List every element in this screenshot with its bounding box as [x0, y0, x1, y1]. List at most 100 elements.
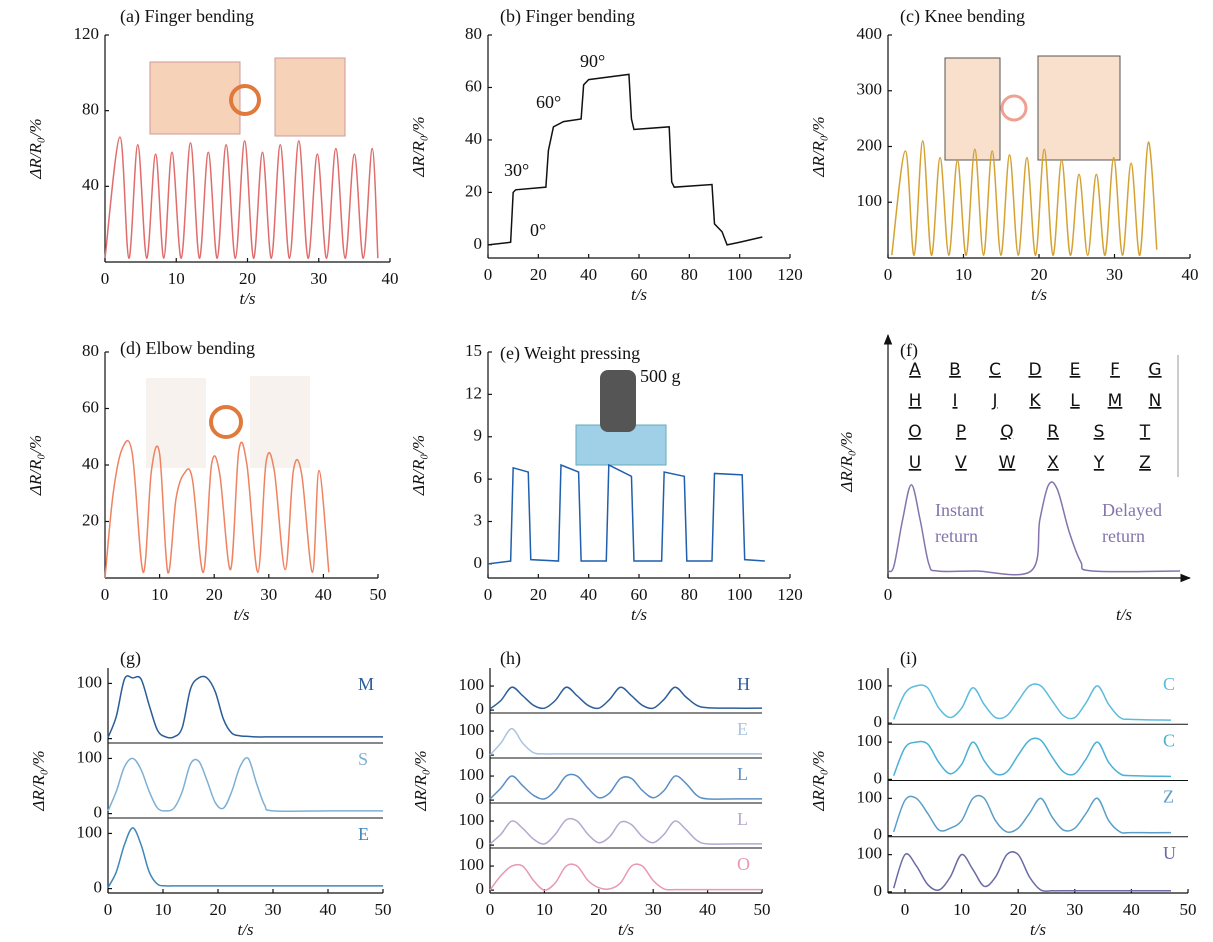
- x-axis-label: t/s: [239, 289, 255, 308]
- y-tick-label: 3: [474, 510, 483, 529]
- annotation: 60°: [536, 92, 561, 112]
- series-label: H: [737, 674, 750, 694]
- x-tick-label: 0: [104, 900, 113, 919]
- x-tick-label: 0: [101, 269, 110, 288]
- y-tick-label: 0: [474, 553, 483, 572]
- x-tick-label: 0: [101, 585, 110, 604]
- y-tick-label: 40: [82, 454, 99, 473]
- x-tick-label: 30: [1106, 265, 1123, 284]
- y-tick-label: 0: [874, 768, 883, 787]
- annotation: Delayedreturn: [1102, 500, 1162, 546]
- y-tick-label: 40: [465, 129, 482, 148]
- y-tick-label: 100: [459, 675, 485, 694]
- y-tick-label: 6: [474, 468, 483, 487]
- y-tick-label: 100: [77, 672, 103, 691]
- y-axis-label: ΔR/R₀/%: [809, 750, 828, 811]
- panel-title: (e) Weight pressing: [500, 343, 640, 364]
- inset-letter: B: [949, 360, 961, 380]
- figure: (a) Finger bending0102030404080120t/sΔR/…: [0, 0, 1213, 942]
- y-tick-label: 0: [874, 712, 883, 731]
- x-tick-label: 30: [265, 900, 282, 919]
- y-tick-label: 0: [874, 881, 883, 900]
- x-axis-label: t/s: [1030, 920, 1046, 939]
- x-tick-label: 0: [486, 900, 495, 919]
- y-tick-label: 0: [476, 744, 485, 763]
- inset-letter: I: [952, 391, 957, 411]
- data-line: [894, 852, 1171, 891]
- x-tick-label: 0: [484, 265, 493, 284]
- x-tick-label: 50: [370, 585, 387, 604]
- y-axis-label: ΔR/R₀/%: [29, 750, 48, 811]
- x-tick-label: 10: [168, 269, 185, 288]
- x-tick-label: 120: [777, 265, 803, 284]
- y-tick-label: 200: [857, 135, 883, 154]
- series-label: L: [737, 809, 748, 829]
- y-tick-label: 0: [94, 877, 103, 896]
- x-tick-label: 10: [151, 585, 168, 604]
- panel-title: (h): [500, 648, 521, 669]
- y-tick-label: 100: [857, 191, 883, 210]
- series-label: S: [358, 749, 368, 769]
- x-tick-label: 30: [310, 269, 327, 288]
- x-tick-label: 60: [631, 585, 648, 604]
- illustrations: [146, 56, 1178, 477]
- y-tick-label: 300: [857, 80, 883, 99]
- inset-letter: D: [1028, 360, 1041, 380]
- x-tick-label: 30: [645, 900, 662, 919]
- x-axis-label: t/s: [1031, 285, 1047, 304]
- inset-letter: W: [999, 453, 1016, 473]
- y-tick-label: 0: [476, 699, 485, 718]
- x-tick-label: 40: [580, 265, 597, 284]
- x-tick-label: 10: [953, 900, 970, 919]
- data-line: [490, 864, 762, 890]
- x-tick-label: 20: [239, 269, 256, 288]
- x-tick-label: 100: [727, 265, 753, 284]
- inset-letter: A: [909, 360, 921, 380]
- x-axis-label: t/s: [631, 605, 647, 624]
- x-axis-label: t/s: [1116, 605, 1132, 624]
- x-tick-label: 80: [681, 265, 698, 284]
- inset-letter: L: [1070, 391, 1080, 411]
- y-tick-label: 80: [82, 341, 99, 360]
- x-tick-label: 100: [727, 585, 753, 604]
- x-tick-label: 20: [1010, 900, 1027, 919]
- x-tick-label: 60: [631, 265, 648, 284]
- data-line: [894, 738, 1171, 776]
- x-tick-label: 120: [777, 585, 803, 604]
- x-tick-label: 50: [375, 900, 392, 919]
- panel-title: (g): [120, 648, 141, 669]
- x-tick-label: 40: [315, 585, 332, 604]
- inset-letter: R: [1047, 422, 1059, 442]
- inset-letter: Z: [1139, 453, 1151, 473]
- inset-letter: M: [1108, 391, 1123, 411]
- panel-title: (b) Finger bending: [500, 6, 635, 27]
- data-line: [894, 684, 1171, 720]
- x-tick-label: 0: [884, 265, 893, 284]
- inset-letter: Y: [1093, 453, 1105, 473]
- y-axis-label: ΔR/R₀/%: [26, 435, 45, 496]
- hand-illustration: [275, 58, 345, 136]
- y-tick-label: 60: [82, 397, 99, 416]
- x-tick-label: 40: [580, 585, 597, 604]
- x-tick-label: 50: [1180, 900, 1197, 919]
- knee-illustration: [945, 58, 1000, 160]
- annotation: 30°: [504, 160, 529, 180]
- annotation: 90°: [580, 51, 605, 71]
- inset-letter: F: [1110, 360, 1120, 380]
- y-tick-label: 100: [77, 822, 103, 841]
- x-tick-label: 40: [699, 900, 716, 919]
- y-tick-label: 0: [476, 879, 485, 898]
- series-label: Z: [1163, 787, 1174, 807]
- y-tick-label: 0: [476, 834, 485, 853]
- y-tick-label: 80: [82, 100, 99, 119]
- x-tick-label: 0: [484, 585, 493, 604]
- data-line: [105, 441, 329, 578]
- y-tick-label: 100: [459, 720, 485, 739]
- inset-letter: U: [909, 453, 921, 473]
- x-tick-label: 0: [901, 900, 910, 919]
- y-tick-label: 100: [459, 855, 485, 874]
- data-line: [490, 687, 762, 709]
- x-tick-label: 50: [754, 900, 771, 919]
- y-axis-label: ΔR/R₀/%: [837, 431, 856, 492]
- y-axis-label: ΔR/R₀/%: [409, 116, 428, 177]
